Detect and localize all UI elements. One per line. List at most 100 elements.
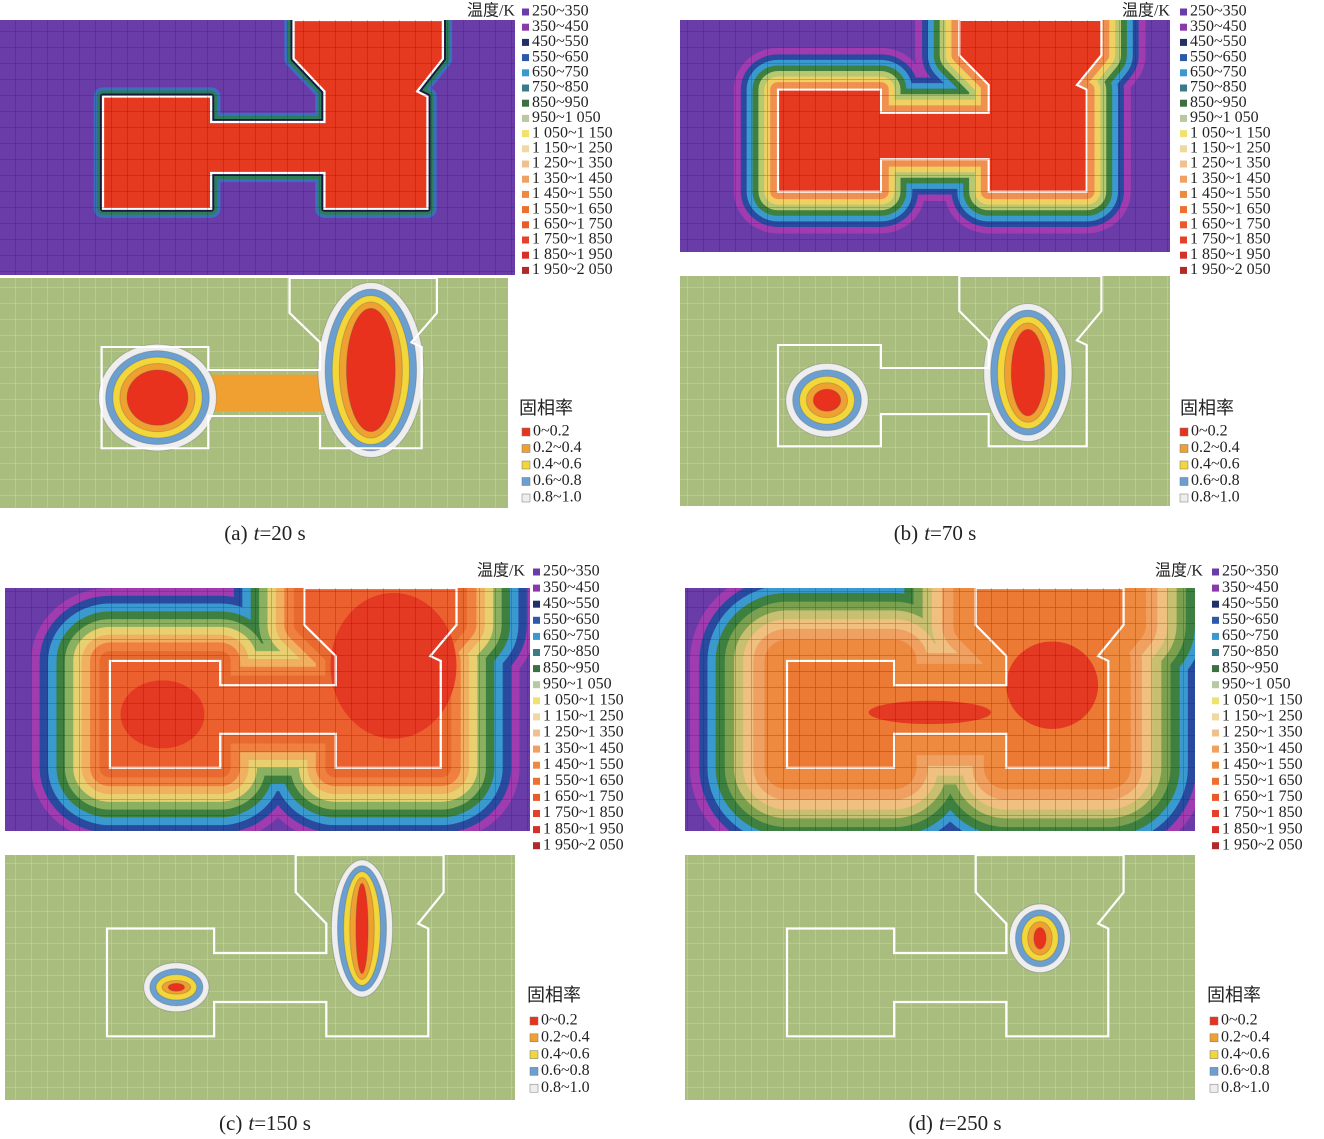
legend-swatch [1209,1016,1219,1026]
legend-swatch [1212,600,1219,608]
caption-label: (c) [219,1111,242,1135]
legend-swatch [1179,477,1189,486]
legend-label: 0.4~0.6 [1191,456,1240,473]
legend-label: 950~1 050 [543,675,612,692]
legend-swatch [1212,665,1219,673]
legend-label: 0.6~0.8 [541,1062,590,1079]
legend-label: 0~0.2 [533,423,570,440]
legend-swatch [533,584,540,592]
caption-label: (b) [894,521,919,545]
caption-value: =20 s [259,521,305,545]
legend-swatch [522,8,529,16]
legend-label: 1 850~1 950 [543,820,624,837]
caption-label: (d) [908,1111,933,1135]
legend-swatch [533,745,540,753]
legend-swatch [1180,251,1187,259]
mesh [5,855,515,1100]
legend-swatch [1179,444,1189,453]
legend-swatch [522,23,529,31]
legend-swatch [1212,761,1219,769]
legend-swatch [521,427,531,437]
legend-label: 1 850~1 950 [1222,820,1303,837]
legend-label: 1 950~2 050 [543,836,624,853]
legend-label: 250~350 [532,3,589,20]
legend-swatch [529,1033,539,1043]
caption: (c) t=150 s [219,1111,311,1135]
legend-label: 650~750 [532,63,589,80]
casting-outline [105,855,445,1038]
casting-outline [785,855,1125,1038]
legend-swatch [1212,649,1219,656]
legend-swatch [533,842,540,850]
legend-swatch [533,649,540,656]
legend-swatch [1180,54,1187,62]
legend-label: 250~350 [1190,3,1247,20]
legend-label: 950~1 050 [1190,109,1259,126]
legend-label: 0.2~0.4 [541,1028,590,1045]
legend-swatch [522,251,529,259]
legend-swatch [1212,568,1219,576]
legend-label: 1 950~2 050 [1222,836,1303,853]
legend-label: 550~650 [532,48,589,65]
legend-swatch [533,616,540,624]
caption-variable: t [924,521,931,545]
legend-label: 1 050~1 150 [532,124,613,141]
legend-swatch [533,729,540,737]
legend-label: 0.6~0.8 [533,472,582,489]
legend-title: 温度/K [1122,2,1170,20]
legend-swatch [1180,114,1187,122]
legend-label: 1 650~1 750 [1190,215,1271,232]
legend-label: 1 650~1 750 [1222,788,1303,805]
legend-label: 750~850 [1190,79,1247,96]
legend-label: 1 250~1 350 [543,724,624,741]
legend-swatch [1180,84,1187,92]
legend-swatch [1212,697,1219,705]
legend-label: 1 850~1 950 [532,246,613,263]
legend-swatch [522,206,529,214]
solid-layers [776,276,1103,448]
legend-label: 1 350~1 450 [1190,170,1271,187]
legend-swatch [521,493,531,503]
legend-label: 0~0.2 [1191,423,1228,440]
legend-label: 750~850 [1222,643,1279,660]
legend-label: 0~0.2 [1221,1012,1258,1029]
legend-label: 550~650 [1222,611,1279,628]
legend-swatch [522,54,529,62]
legend-swatch [1180,8,1187,16]
legend-swatch [522,160,529,168]
legend-swatch [1180,145,1187,153]
legend-label: 0.4~0.6 [541,1045,590,1062]
legend-swatch [1212,793,1219,801]
legend-label: 350~450 [1190,18,1247,35]
legend-label: 0.8~1.0 [1191,489,1240,506]
legend-label: 1 050~1 150 [543,691,624,708]
fraction-ring [1033,927,1047,950]
temperature-field [685,588,1195,831]
caption-label: (a) [224,521,247,545]
legend-title: 温度/K [467,2,515,20]
legend-label: 1 250~1 350 [532,155,613,172]
mesh [685,855,1195,1100]
legend-swatch [529,1067,539,1076]
legend-swatch [533,697,540,705]
legend-swatch [529,1083,539,1093]
legend-label: 350~450 [1222,579,1279,596]
legend-swatch [533,793,540,801]
neck-region [203,374,326,412]
fraction-ring [345,307,396,433]
legend-swatch [533,632,540,640]
legend-swatch [1179,493,1189,503]
legend-swatch [533,777,540,785]
legend-swatch [533,761,540,769]
mesh [680,20,1170,252]
legend-label: 1 650~1 750 [532,215,613,232]
legend-label: 850~950 [1190,94,1247,111]
legend-label: 1 250~1 350 [1190,155,1271,172]
legend-label: 950~1 050 [1222,675,1291,692]
legend-label: 850~950 [532,94,589,111]
legend-swatch [522,190,529,198]
legend-swatch [1212,810,1219,817]
caption-value: =150 s [254,1111,311,1135]
legend-title: 固相率 [1207,985,1261,1005]
legend-label: 1 250~1 350 [1222,724,1303,741]
